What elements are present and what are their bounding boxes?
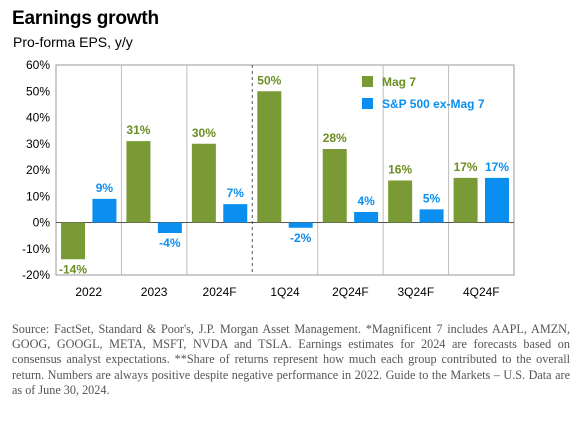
legend-swatch: [362, 76, 373, 87]
legend-swatch: [362, 98, 373, 109]
bar-sp500-ex-mag7: [419, 209, 444, 223]
x-tick-label: 4Q24F: [463, 285, 500, 299]
x-tick-label: 2023: [141, 285, 168, 299]
bar-sp500-ex-mag7: [223, 204, 248, 223]
data-label: 17%: [485, 160, 509, 174]
bar-mag7: [322, 149, 347, 223]
data-label: 50%: [257, 73, 281, 87]
chart-title: Earnings growth: [12, 8, 159, 29]
data-label: -2%: [290, 231, 312, 245]
x-tick-label: 2024F: [203, 285, 237, 299]
y-tick-label: -10%: [22, 242, 50, 256]
y-tick-label: 60%: [26, 58, 50, 72]
bar-sp500-ex-mag7: [157, 222, 182, 233]
x-tick-label: 1Q24: [270, 285, 300, 299]
bar-mag7: [453, 177, 478, 223]
y-tick-label: 30%: [26, 137, 50, 151]
source-footnote: Source: FactSet, Standard & Poor's, J.P.…: [12, 322, 570, 397]
data-label: 31%: [126, 123, 150, 137]
bar-sp500-ex-mag7: [92, 198, 117, 223]
x-tick-label: 2022: [75, 285, 102, 299]
y-tick-label: 0%: [33, 216, 51, 230]
data-label: 30%: [192, 126, 216, 140]
bar-mag7: [126, 141, 151, 223]
chart-subtitle: Pro-forma EPS, y/y: [13, 34, 133, 50]
data-label: 4%: [357, 194, 375, 208]
y-tick-label: 10%: [26, 189, 50, 203]
bar-mag7: [61, 222, 86, 260]
x-tick-label: 3Q24F: [398, 285, 435, 299]
plot-frame: [55, 64, 515, 276]
data-label: 5%: [423, 191, 441, 205]
data-label: 9%: [96, 181, 114, 195]
bar-mag7: [257, 91, 282, 223]
y-tick-label: 50%: [26, 84, 50, 98]
data-label: -14%: [59, 262, 87, 276]
x-tick-label: 2Q24F: [332, 285, 369, 299]
data-label: 17%: [454, 160, 478, 174]
y-tick-label: -20%: [22, 268, 50, 282]
bar-mag7: [388, 180, 413, 223]
data-label: 16%: [388, 163, 412, 177]
bar-sp500-ex-mag7: [484, 177, 509, 223]
legend-label: Mag 7: [382, 75, 416, 89]
data-label: -4%: [159, 236, 181, 250]
earnings-bar-chart: -20% -10% 0% 10% 20% 30% 40% 50% 60% -14% 9% 2022 31…: [22, 58, 515, 299]
legend-label: S&P 500 ex-Mag 7: [382, 97, 485, 111]
y-tick-label: 40%: [26, 111, 50, 125]
bar-sp500-ex-mag7: [354, 212, 379, 223]
data-label: 28%: [323, 131, 347, 145]
y-tick-label: 20%: [26, 163, 50, 177]
bar-mag7: [191, 143, 216, 223]
bar-sp500-ex-mag7: [288, 222, 313, 228]
data-label: 7%: [227, 186, 245, 200]
